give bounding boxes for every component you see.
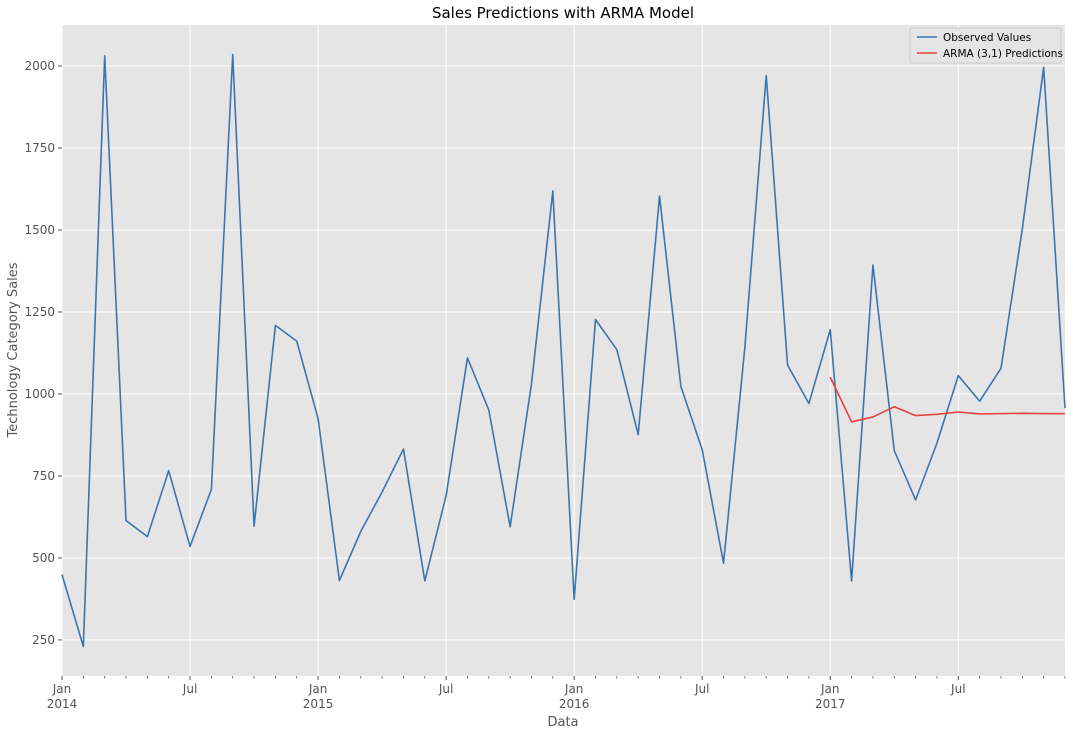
- x-tick-label: Jan: [52, 682, 72, 696]
- y-tick-label: 250: [32, 633, 55, 647]
- x-tick-year-label: 2017: [815, 697, 846, 711]
- legend-box: [909, 27, 1062, 64]
- series-line-observed: [61, 53, 1066, 648]
- plot-area-background: [62, 25, 1065, 676]
- x-tick-label: Jul: [182, 682, 197, 696]
- legend: Observed Values ARMA (3,1) Predictions: [909, 27, 1063, 64]
- x-tick-year-label: 2014: [47, 697, 78, 711]
- x-tick-label: Jan: [308, 682, 328, 696]
- grid-lines: [61, 25, 1065, 676]
- x-tick-year-label: 2016: [559, 697, 590, 711]
- series-lines: [61, 53, 1066, 648]
- x-tick-label: Jan: [820, 682, 840, 696]
- x-tick-year-label: 2015: [303, 697, 334, 711]
- y-tick-label: 750: [32, 469, 55, 483]
- y-tick-label: 1500: [24, 223, 55, 237]
- y-tick-label: 1250: [24, 305, 55, 319]
- y-tick-label: 1000: [24, 387, 55, 401]
- legend-label-observed: Observed Values: [943, 32, 1031, 44]
- y-tick-label: 1750: [24, 141, 55, 155]
- x-tick-label: Jul: [694, 682, 709, 696]
- series-line-predictions: [829, 376, 1065, 423]
- chart-title: Sales Predictions with ARMA Model: [432, 4, 694, 22]
- y-tick-label: 2000: [24, 59, 55, 73]
- y-tick-label: 500: [32, 551, 55, 565]
- legend-label-predictions: ARMA (3,1) Predictions: [943, 48, 1063, 60]
- x-tick-label: Jul: [950, 682, 965, 696]
- x-tick-label: Jan: [564, 682, 584, 696]
- y-axis-title: Technology Category Sales: [6, 262, 21, 438]
- x-tick-label: Jul: [438, 682, 453, 696]
- y-axis-ticks: 250 500 750 1000 1250 1500 1750 2000: [24, 59, 62, 647]
- x-axis-title: Data: [547, 715, 578, 730]
